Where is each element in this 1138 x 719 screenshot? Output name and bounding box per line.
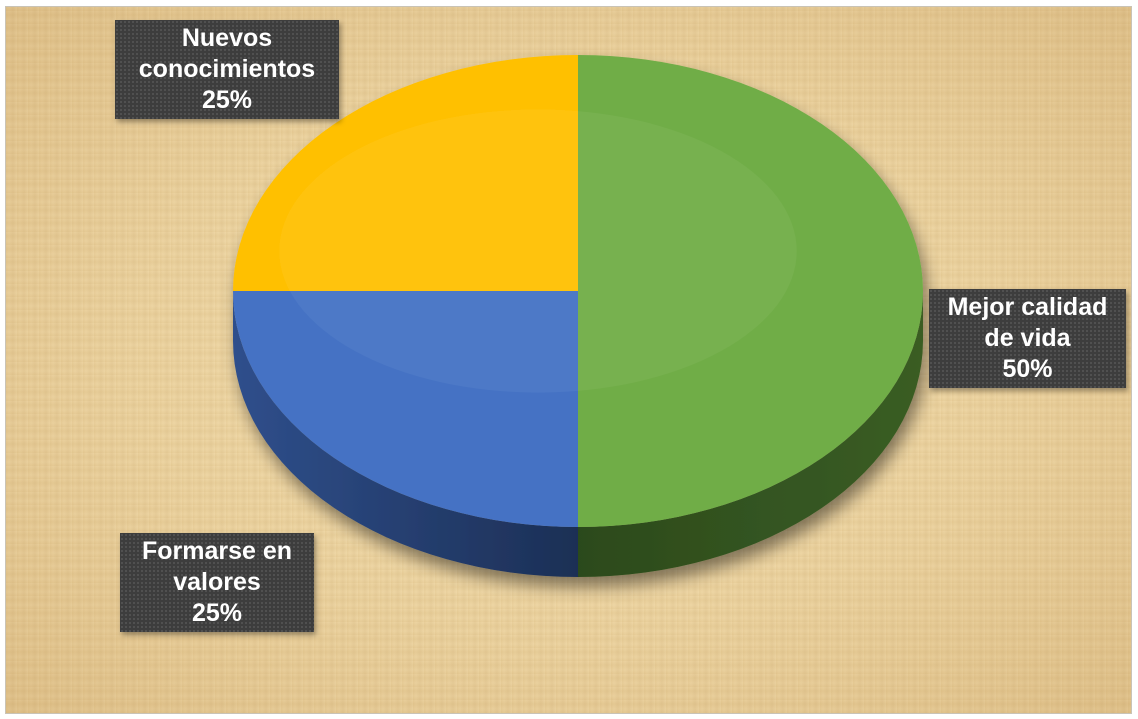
pie-highlight — [279, 109, 797, 393]
chart-area: Nuevos conocimientos 25% Mejor calidad d… — [5, 6, 1132, 714]
data-label-formarse-valores: Formarse en valores 25% — [120, 533, 314, 632]
pie-chart — [233, 55, 923, 577]
data-label-nuevos-conocimientos: Nuevos conocimientos 25% — [115, 20, 339, 119]
data-label-mejor-calidad: Mejor calidad de vida 50% — [929, 289, 1126, 388]
pie-side-formarse-en-valores — [233, 291, 578, 577]
pie-side-mejor-calidad-de-vida — [578, 291, 923, 577]
